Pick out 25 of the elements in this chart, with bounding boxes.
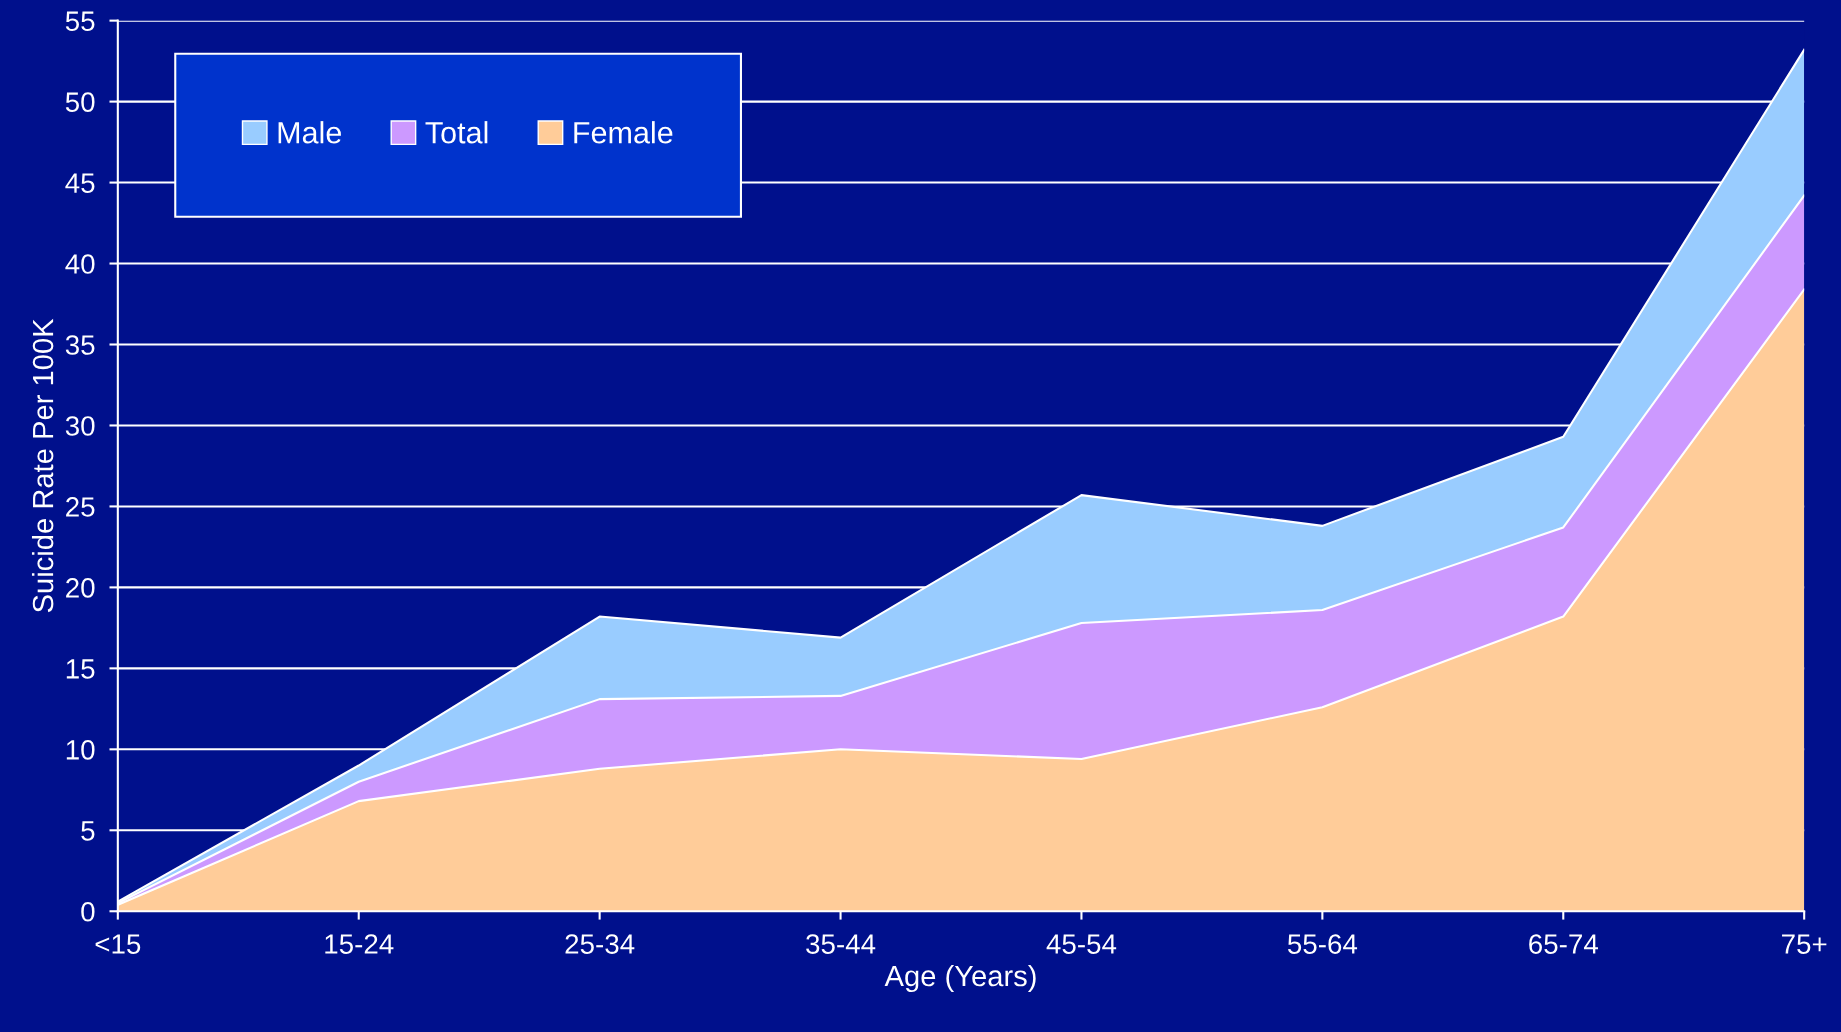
x-tick-label: 75+ <box>1782 934 1827 954</box>
y-tick-label: 0 <box>81 901 95 922</box>
y-tick-label: 35 <box>65 335 95 355</box>
y-tick-label: 50 <box>65 92 95 112</box>
x-tick-label: 35-44 <box>806 934 876 954</box>
x-tick-label: <15 <box>95 934 141 954</box>
legend-label: Male <box>278 121 341 144</box>
y-tick-label: 20 <box>66 578 95 598</box>
y-tick-label: 55 <box>65 11 95 31</box>
y-tick-label: 40 <box>65 254 95 274</box>
y-tick-label: 30 <box>65 416 95 436</box>
x-tick-label: 55-64 <box>1287 934 1358 954</box>
y-axis-title: Suicide Rate Per 100K <box>31 318 54 613</box>
y-tick-label: 25 <box>66 497 95 517</box>
y-tick-label: 5 <box>81 821 95 841</box>
x-tick-label: 25-34 <box>565 934 635 954</box>
x-axis-title: Age (Years) <box>884 964 1036 993</box>
legend-label: Female <box>574 121 673 144</box>
x-tick-label: 45-54 <box>1046 934 1117 954</box>
y-tick-label: 10 <box>66 739 95 760</box>
y-tick-label: 45 <box>65 173 95 193</box>
legend-label: Total <box>425 121 488 144</box>
x-tick-label: 65-74 <box>1529 934 1598 954</box>
x-tick-label: 15-24 <box>325 934 394 954</box>
y-tick-label: 15 <box>66 659 95 679</box>
